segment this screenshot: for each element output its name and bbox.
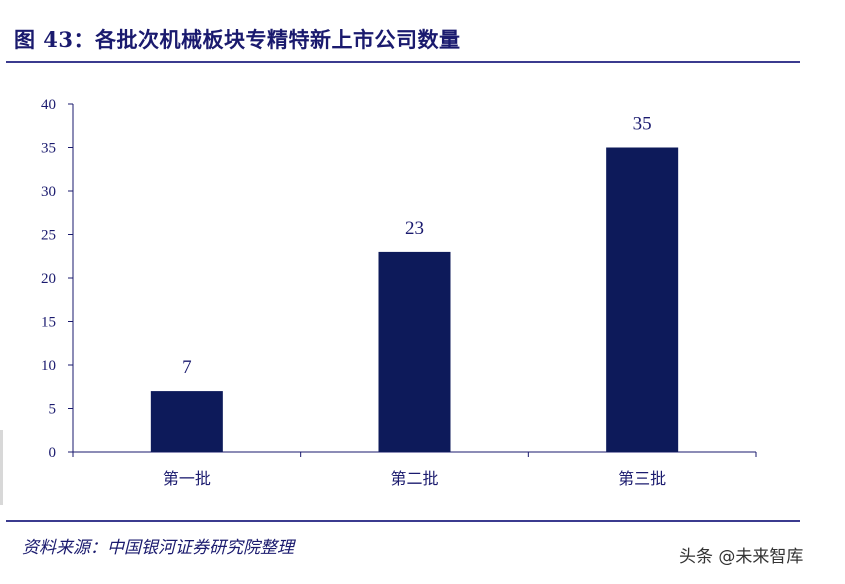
chart-title: 图 43：各批次机械板块专精特新上市公司数量: [14, 27, 461, 52]
data-label: 35: [633, 114, 652, 135]
bar: [150, 391, 223, 452]
watermark: 头条 @未来智库: [679, 547, 804, 567]
y-tick-label: 30: [41, 184, 56, 200]
x-tick-label: 第一批: [163, 469, 211, 488]
bar-chart: 0 5 10 15 20 25 30 35 40 7 第一批 23 第二批 35 第三批: [41, 97, 757, 489]
data-label: 7: [182, 357, 192, 378]
bar: [378, 251, 451, 452]
left-edge-mark: [0, 430, 3, 505]
y-tick-label: 0: [49, 445, 57, 461]
y-tick-label: 35: [41, 141, 56, 157]
data-label: 23: [405, 218, 424, 239]
bar: [606, 147, 679, 452]
top-rule: [6, 61, 800, 63]
y-tick-label: 15: [41, 315, 56, 331]
y-tick-label: 40: [41, 97, 56, 113]
chart-bars: [150, 147, 679, 452]
y-tick-label: 5: [49, 402, 57, 418]
y-tick-label: 25: [41, 228, 56, 244]
source-note: 资料来源：中国银河证券研究院整理: [22, 538, 294, 558]
bottom-rule: [6, 520, 800, 522]
chart-labels: 7 第一批 23 第二批 35 第三批: [163, 114, 666, 489]
x-tick-label: 第二批: [390, 469, 438, 488]
y-tick-label: 20: [41, 271, 56, 287]
x-tick-label: 第三批: [618, 469, 666, 488]
y-tick-label: 10: [41, 358, 56, 374]
